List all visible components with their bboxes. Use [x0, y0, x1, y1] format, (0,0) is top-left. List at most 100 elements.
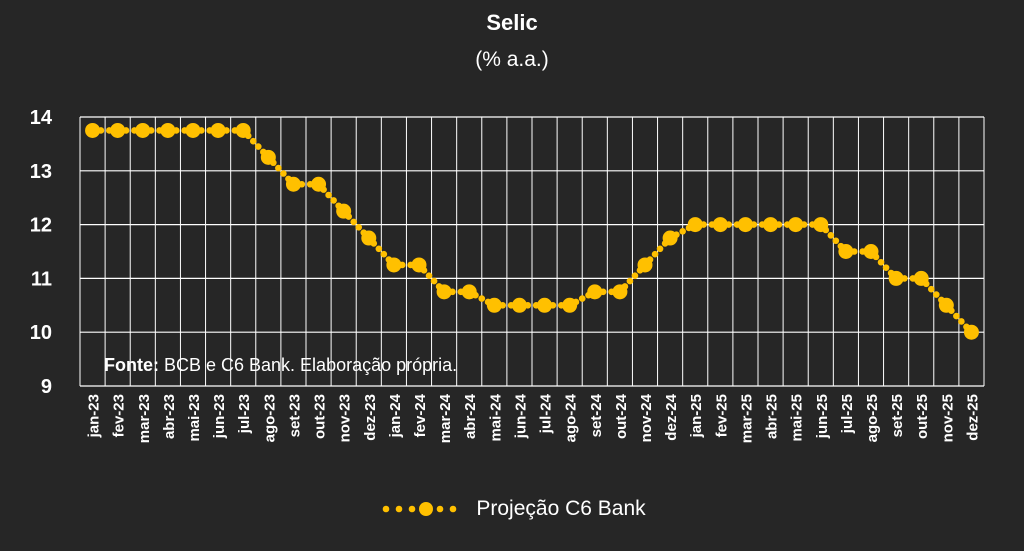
- data-point: [863, 244, 879, 259]
- series-line-dot: [280, 170, 287, 177]
- source-label: Fonte:: [104, 355, 159, 375]
- x-tick-label: mar-25: [738, 394, 755, 443]
- data-point: [788, 217, 804, 233]
- x-tick-label: mar-23: [136, 394, 153, 443]
- data-point: [361, 230, 377, 246]
- x-tick-label: abr-23: [161, 394, 178, 439]
- x-tick-label: ago-25: [864, 394, 881, 442]
- data-point: [913, 270, 929, 286]
- series-line-dot: [827, 232, 835, 239]
- y-tick-label: 9: [41, 376, 52, 398]
- data-point: [235, 122, 251, 138]
- x-tick-label: jul-25: [839, 394, 856, 434]
- legend-dot: [437, 505, 444, 513]
- x-tick-label: jul-24: [538, 393, 555, 434]
- series-line-dot: [275, 164, 282, 172]
- legend-dot: [409, 505, 416, 513]
- data-point: [737, 217, 753, 233]
- series-line-dot: [679, 228, 686, 235]
- series-line-dot: [380, 250, 388, 258]
- series-line-dot: [425, 272, 433, 280]
- x-tick-label: fev-23: [111, 394, 128, 437]
- data-point: [763, 217, 779, 233]
- y-tick-label: 10: [30, 322, 52, 344]
- x-tick-label: set-24: [588, 393, 605, 437]
- x-tick-label: jan-25: [688, 394, 705, 438]
- x-tick-label: mar-24: [437, 393, 454, 443]
- series-line-dot: [953, 312, 960, 320]
- data-point: [587, 284, 603, 300]
- series-line-dot: [927, 285, 935, 293]
- data-point: [160, 122, 176, 138]
- data-point: [135, 122, 151, 138]
- series-line-dot: [656, 245, 664, 253]
- x-tick-label: nov-23: [337, 394, 354, 442]
- series-line-dot: [254, 143, 262, 150]
- legend-dot: [450, 505, 457, 513]
- legend-point: [419, 502, 434, 516]
- series-line-dot: [932, 291, 940, 298]
- series-line-dot: [350, 218, 358, 226]
- y-tick-label: 11: [31, 268, 52, 290]
- data-point: [386, 257, 402, 273]
- data-point: [486, 297, 502, 313]
- x-tick-label: nov-24: [638, 393, 655, 442]
- data-point: [813, 217, 829, 233]
- x-tick-label: abr-25: [764, 394, 781, 439]
- y-axis-ticks: 9 10 11 12 13 14: [30, 107, 53, 398]
- data-point: [888, 270, 904, 286]
- legend-dot: [396, 505, 403, 513]
- data-point: [562, 297, 578, 313]
- series-line-dot: [375, 245, 383, 253]
- series-line-dot: [249, 137, 257, 145]
- data-point: [260, 149, 276, 165]
- x-tick-label: fev-24: [412, 393, 429, 437]
- data-point: [637, 257, 653, 273]
- series-line-dot: [325, 191, 332, 199]
- data-point: [662, 230, 678, 246]
- legend-dot: [383, 505, 390, 513]
- data-point: [110, 122, 126, 138]
- x-tick-label: ago-24: [563, 393, 580, 442]
- chart-title: Selic: [486, 10, 538, 35]
- x-tick-label: dez-25: [964, 394, 981, 441]
- data-point: [537, 297, 553, 313]
- series-line-dot: [877, 258, 885, 266]
- x-tick-label: mai-25: [789, 394, 806, 442]
- data-point: [511, 297, 527, 313]
- x-tick-label: jul-23: [236, 394, 253, 434]
- y-tick-label: 13: [30, 161, 52, 183]
- series-line-dot: [478, 295, 486, 302]
- data-point: [436, 284, 452, 300]
- y-tick-label: 12: [30, 215, 52, 237]
- x-tick-label: out-23: [312, 394, 329, 439]
- legend: Projeção C6 Bank: [0, 494, 1024, 524]
- x-tick-label: jun-23: [211, 394, 228, 439]
- data-point: [185, 122, 201, 138]
- x-tick-label: fev-25: [713, 394, 730, 437]
- data-point: [687, 217, 703, 233]
- series-line-dot: [651, 250, 659, 258]
- series-line-dot: [882, 264, 890, 271]
- data-point: [612, 284, 628, 300]
- x-tick-label: set-25: [889, 394, 906, 437]
- grid: [79, 116, 985, 387]
- x-tick-label: jun-25: [814, 394, 831, 439]
- x-tick-label: out-25: [914, 394, 931, 439]
- series-line-dot: [355, 223, 363, 231]
- data-point: [838, 244, 854, 259]
- series-projecao: [85, 122, 979, 340]
- legend-label: Projeção C6 Bank: [476, 497, 646, 520]
- data-point: [938, 297, 954, 313]
- x-axis-ticks: jan-23 fev-23 mar-23 abr-23 mai-23 jun-23 jul-…: [86, 393, 982, 443]
- x-tick-label: set-23: [286, 394, 303, 437]
- data-point: [85, 122, 101, 138]
- x-tick-label: ago-23: [261, 394, 278, 442]
- x-tick-label: mai-23: [186, 394, 203, 442]
- data-point: [411, 257, 427, 273]
- data-point: [461, 284, 477, 300]
- chart-subtitle: (% a.a.): [475, 48, 549, 71]
- x-tick-label: abr-24: [462, 393, 479, 439]
- x-tick-label: nov-25: [939, 394, 956, 442]
